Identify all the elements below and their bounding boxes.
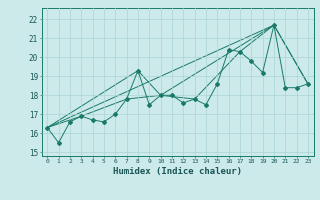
- X-axis label: Humidex (Indice chaleur): Humidex (Indice chaleur): [113, 167, 242, 176]
